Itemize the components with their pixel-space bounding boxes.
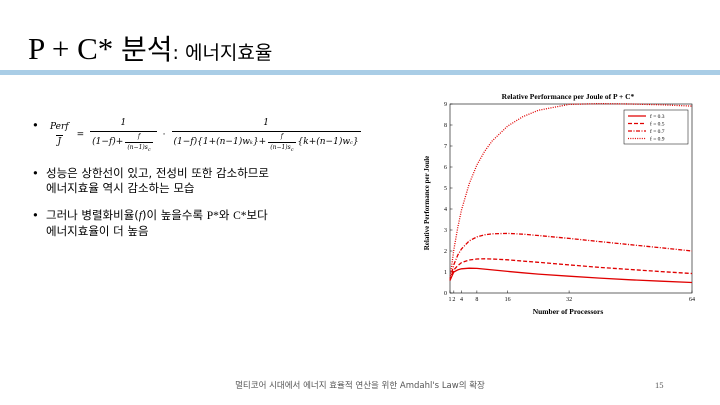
formula-f1-den-a: (1−f)+ xyxy=(92,137,124,148)
bullet-performance-limit: 성능은 상한선이 있고, 전성비 또한 감소하므로 에너지효율 역시 감소하는 … xyxy=(30,166,430,196)
y-tick-label-9: 9 xyxy=(444,102,447,108)
bullet-list: Perf J = 1 (1−f)+ f (n−1)sc · xyxy=(30,118,430,251)
x-tick-label-0: 1 xyxy=(449,297,452,303)
slide-footer: 멀티코어 시대에서 에너지 효율적 연산을 위한 Amdahl's Law의 확… xyxy=(235,381,485,391)
bullet-3-text-d: 보다 xyxy=(246,207,268,222)
title-main-kor: 분석 xyxy=(121,33,173,66)
bullet-3-line-1: 그러나 병렬화비율(f)이 높을수록 P*와 C*보다 xyxy=(46,208,430,224)
series-line-3 xyxy=(449,102,693,279)
formula-dot: · xyxy=(162,129,166,140)
formula-f2-den-a: (1−f){1+(n−1)w xyxy=(173,137,250,148)
y-tick-label-5: 5 xyxy=(444,186,447,192)
bullet-3-text-c: 와 xyxy=(218,207,234,222)
title-sub: : 에너지효율 xyxy=(172,42,273,64)
bullet-3-c: C* xyxy=(233,209,247,222)
y-tick-label-4: 4 xyxy=(444,207,447,213)
page-number: 15 xyxy=(655,380,664,390)
formula-f2-num: 1 xyxy=(263,118,269,128)
legend-label-3: f = 0.9 xyxy=(650,136,665,143)
bullet-3-f: f xyxy=(138,209,142,222)
y-tick-label-2: 2 xyxy=(444,249,447,255)
legend-label-1: f = 0.5 xyxy=(650,121,665,128)
x-tick-label-1: 2 xyxy=(452,297,455,303)
chart-title: Relative Performance per Joule of P + C* xyxy=(502,92,635,101)
formula-lhs-num: Perf xyxy=(50,122,69,133)
formula-f1-den-b-den: (n−1)s xyxy=(127,143,148,151)
title-main: P + C* xyxy=(28,31,121,66)
y-tick-label-7: 7 xyxy=(444,144,447,150)
bullet-3-line-2: 에너지효율이 더 높음 xyxy=(46,224,149,239)
formula-f2-den-b-num: f xyxy=(280,132,283,140)
chart-ylabel: Relative Performance per Joule xyxy=(423,156,431,251)
formula-f1-num: 1 xyxy=(120,118,127,128)
y-tick-label-6: 6 xyxy=(444,165,447,171)
x-tick-label-5: 32 xyxy=(566,297,572,303)
series-line-1 xyxy=(449,258,693,281)
x-tick-label-6: 64 xyxy=(689,297,695,303)
y-tick-label-0: 0 xyxy=(444,291,447,297)
bullet-formula: Perf J = 1 (1−f)+ f (n−1)sc · xyxy=(30,118,430,154)
y-tick-label-8: 8 xyxy=(444,123,447,129)
formula-f2-den-a2: k xyxy=(249,139,253,146)
slide-title: P + C* 분석: 에너지효율 xyxy=(28,28,272,68)
series-line-0 xyxy=(449,267,693,284)
bullet-3-text-b: )이 높을수록 xyxy=(141,207,207,222)
formula-f2-den-c2: } xyxy=(352,137,359,148)
legend-label-2: f = 0.7 xyxy=(650,128,665,135)
series-line-2 xyxy=(449,232,693,281)
x-tick-label-4: 16 xyxy=(505,297,511,303)
y-tick-label-3: 3 xyxy=(444,228,447,234)
bullet-2-line-1: 성능은 상한선이 있고, 전성비 또한 감소하므로 xyxy=(46,165,269,180)
bullet-3-text-a: 그러나 병렬화비율( xyxy=(46,207,139,222)
x-tick-label-2: 4 xyxy=(460,297,463,303)
x-tick-label-3: 8 xyxy=(475,297,478,303)
formula-lhs-den: J xyxy=(55,135,64,148)
bullet-2-line-2: 에너지효율 역시 감소하는 모습 xyxy=(46,180,195,195)
performance-per-joule-chart: Relative Performance per Joule of P + C*… xyxy=(423,92,695,316)
formula-f2-den-a3: }+ xyxy=(252,137,267,148)
title-divider xyxy=(0,70,720,75)
bullet-parallel-ratio: 그러나 병렬화비율(f)이 높을수록 P*와 C*보다 에너지효율이 더 높음 xyxy=(30,208,430,239)
formula-f2-den-b-den: (n−1)s xyxy=(270,143,291,151)
chart-xlabel: Number of Processors xyxy=(533,307,604,316)
formula-equals: = xyxy=(76,129,85,140)
formula-f1-den-b-num: f xyxy=(137,132,141,140)
formula-f2-den-c: {k+(n−1)w xyxy=(297,137,351,148)
y-tick-label-1: 1 xyxy=(444,270,447,276)
bullet-3-p: P* xyxy=(206,209,219,222)
energy-efficiency-formula: Perf J = 1 (1−f)+ f (n−1)sc · xyxy=(50,118,361,153)
legend-label-0: f = 0.3 xyxy=(650,113,665,120)
